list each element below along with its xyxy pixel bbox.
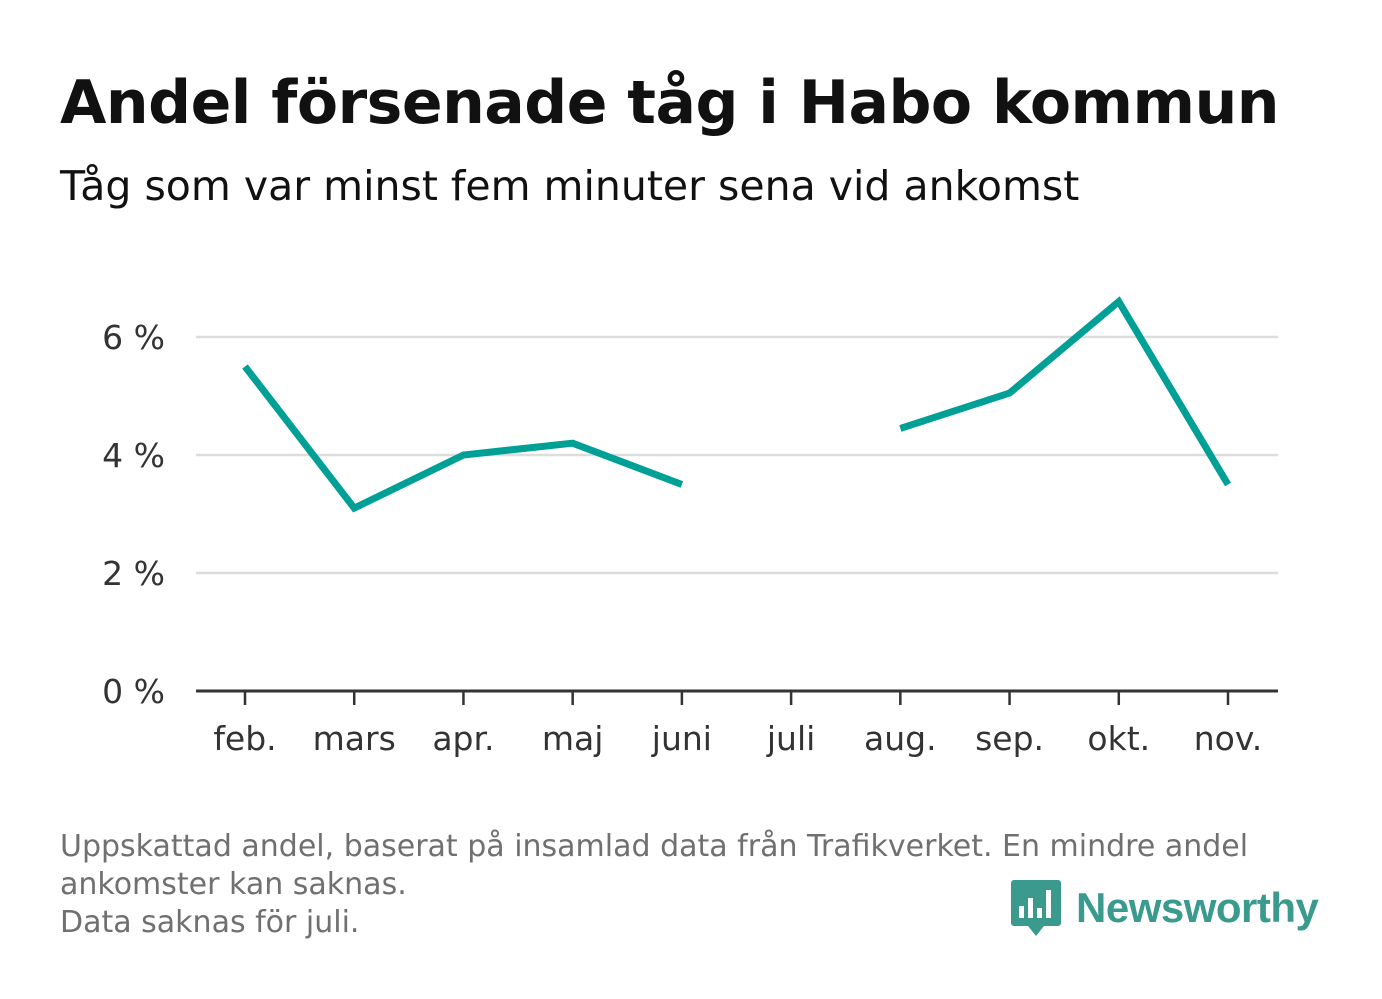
footnote-line-1: Uppskattad andel, baserat på insamlad da… (60, 829, 1249, 864)
x-tick-label: sep. (975, 719, 1044, 758)
chart-subtitle: Tåg som var minst fem minuter sena vid a… (60, 162, 1080, 210)
x-axis: feb. mars apr. maj juni juli aug. sep. okt. nov. (196, 689, 1278, 758)
gridlines (196, 335, 1278, 575)
x-tick-label: maj (542, 719, 604, 758)
footnote: Uppskattad andel, baserat på insamlad da… (60, 828, 1310, 942)
series-line (242, 364, 684, 513)
x-tick-label: mars (313, 719, 396, 758)
y-tick-label: 4 % (102, 436, 165, 475)
brand-name: Newsworthy (1076, 884, 1319, 931)
x-tick-label: okt. (1087, 719, 1150, 758)
footnote-line-2: ankomster kan saknas. (60, 867, 407, 902)
x-tick-label: nov. (1194, 719, 1263, 758)
x-tick-label: juli (766, 719, 815, 758)
series-lines (242, 296, 1232, 513)
footnote-line-3: Data saknas för juli. (60, 905, 360, 940)
series-line (899, 296, 1232, 487)
y-tick-labels: 0 % 2 % 4 % 6 % (102, 318, 165, 711)
x-tick-label: apr. (432, 719, 494, 758)
y-tick-label: 0 % (102, 672, 165, 711)
x-tick-label: feb. (213, 719, 276, 758)
bar-chart-speech-bubble-icon (1011, 880, 1061, 936)
x-tick-label: juni (651, 719, 712, 758)
brand-logo: Newsworthy (1010, 878, 1319, 938)
y-tick-label: 6 % (102, 318, 165, 357)
y-tick-label: 2 % (102, 554, 165, 593)
x-tick-label: aug. (864, 719, 937, 758)
chart-title: Andel försenade tåg i Habo kommun (60, 68, 1280, 138)
